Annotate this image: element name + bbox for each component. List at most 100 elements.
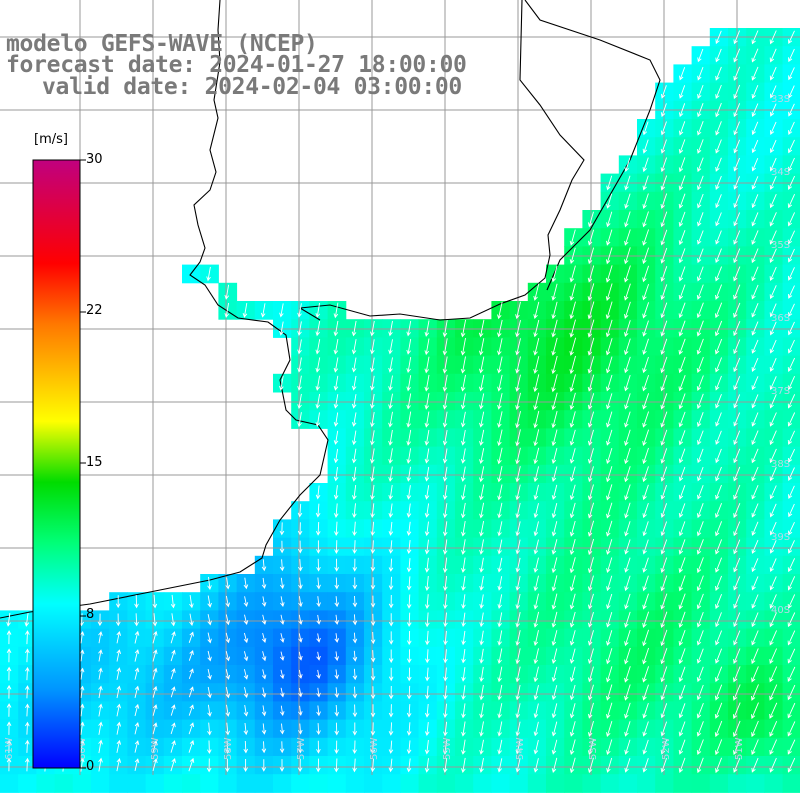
wind-arrow <box>6 630 12 645</box>
wind-cell <box>127 774 147 793</box>
wind-cell <box>418 774 438 793</box>
wind-arrow <box>352 577 358 590</box>
lon-label: 53W <box>588 737 599 760</box>
wind-arrow <box>297 503 303 518</box>
wind-arrow <box>696 702 704 719</box>
colorbar-tick-8: 8 <box>86 607 95 622</box>
wind-arrow <box>587 319 595 338</box>
wind-arrow <box>279 559 285 572</box>
wind-arrow <box>406 649 412 664</box>
wind-arrow <box>787 648 796 664</box>
wind-arrow <box>751 576 759 591</box>
wind-arrow <box>406 740 412 755</box>
wind-arrow <box>515 319 521 338</box>
wind-arrow <box>660 320 668 337</box>
wind-arrow <box>134 630 140 644</box>
wind-cell <box>709 774 729 793</box>
wind-arrow <box>751 85 759 99</box>
wind-arrow <box>660 139 667 154</box>
wind-cell <box>182 774 201 793</box>
wind-arrow <box>660 338 668 355</box>
wind-arrow <box>696 302 704 319</box>
wind-arrow <box>642 320 649 337</box>
wind-arrow <box>678 320 686 337</box>
wind-arrow <box>515 612 521 628</box>
wind-arrow <box>79 757 85 772</box>
wind-arrow <box>206 266 211 282</box>
wind-arrow <box>497 338 503 356</box>
wind-arrow <box>352 503 357 519</box>
wind-arrow <box>460 466 466 482</box>
wind-arrow <box>551 666 558 683</box>
wind-arrow <box>515 721 521 737</box>
wind-arrow <box>206 758 212 773</box>
wind-arrow <box>116 630 122 644</box>
wind-arrow <box>787 212 796 227</box>
wind-arrow <box>460 374 466 392</box>
wind-cell <box>709 373 729 393</box>
wind-arrow <box>370 650 376 663</box>
wind-arrow <box>152 722 158 735</box>
wind-arrow <box>769 339 777 354</box>
wind-arrow <box>297 357 302 373</box>
wind-arrow <box>769 358 777 372</box>
wind-arrow <box>788 48 795 63</box>
wind-cell <box>746 483 765 502</box>
wind-arrow <box>624 283 631 301</box>
wind-arrow <box>515 466 521 483</box>
wind-arrow <box>715 30 722 45</box>
wind-arrow <box>315 302 321 318</box>
wind-cell <box>655 774 674 793</box>
wind-arrow <box>461 630 466 646</box>
wind-arrow <box>352 668 358 681</box>
wind-arrow <box>533 447 540 465</box>
wind-arrow <box>388 320 393 337</box>
wind-arrow <box>533 466 540 483</box>
wind-arrow <box>787 430 796 445</box>
wind-arrow <box>134 721 140 735</box>
wind-arrow <box>624 157 631 172</box>
wind-arrow <box>678 648 686 665</box>
wind-arrow <box>406 411 412 428</box>
wind-arrow <box>660 757 668 773</box>
coastline-uruguay <box>299 0 585 321</box>
wind-cell <box>746 410 765 429</box>
wind-arrow <box>569 502 576 519</box>
wind-arrow <box>551 757 558 774</box>
wind-cell <box>382 774 401 793</box>
wind-arrow <box>515 740 521 755</box>
wind-cell <box>709 683 729 702</box>
wind-arrow <box>533 721 539 737</box>
wind-cell <box>764 592 784 611</box>
wind-arrow <box>370 357 375 373</box>
wind-arrow <box>715 212 722 227</box>
wind-arrow <box>334 540 339 554</box>
wind-arrow <box>715 66 722 81</box>
wind-arrow <box>587 448 594 464</box>
wind-cell <box>200 774 219 793</box>
wind-arrow <box>351 394 357 409</box>
wind-arrow <box>370 540 376 554</box>
wind-cell <box>764 210 784 229</box>
wind-cell <box>746 191 765 211</box>
wind-arrow <box>624 702 631 719</box>
wind-cell <box>546 774 565 793</box>
wind-arrow <box>25 648 30 663</box>
wind-arrow <box>479 521 485 537</box>
wind-arrow <box>787 412 796 427</box>
wind-arrow <box>316 596 321 608</box>
wind-arrow <box>769 266 777 282</box>
wind-arrow <box>587 229 595 246</box>
wind-arrow <box>697 466 704 482</box>
wind-arrow <box>279 522 285 536</box>
wind-arrow <box>533 319 540 338</box>
wind-cell <box>691 665 711 684</box>
wind-arrow <box>624 611 631 628</box>
wind-arrow <box>461 667 466 682</box>
wind-arrow <box>152 667 158 680</box>
wind-arrow <box>642 629 650 647</box>
wind-cell <box>764 264 784 284</box>
wind-arrow <box>642 557 649 573</box>
wind-arrow <box>460 319 467 338</box>
